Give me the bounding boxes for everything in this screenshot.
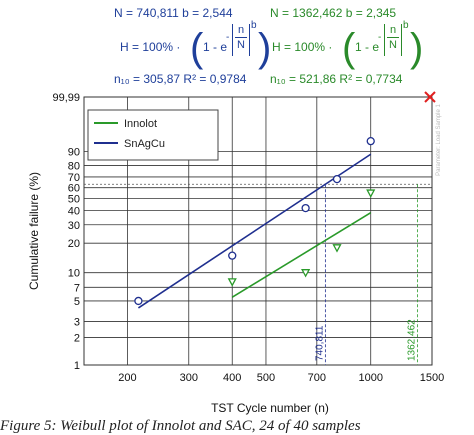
y-tick-label: 7 [74,282,80,294]
data-points [134,136,376,306]
sac-n10-r2: n₁₀ = 521,86 R² = 0,7734 [270,72,403,86]
x-tick-label: 1000 [358,372,382,384]
y-tick-label: 10 [68,268,80,280]
y-tick-label: 2 [74,333,80,345]
sac-h-formula-lhs: H = 100% · [272,40,333,54]
innolot-exp-fraction: n N [232,24,250,56]
legend-box [87,109,219,161]
fit-line [231,212,372,298]
y-tick-label: 3 [74,316,80,328]
x-tick-label: 700 [308,372,326,384]
y-tick-label: 90 [68,146,80,158]
characteristic-life-label: 1362,462 [406,319,417,361]
x-tick-labels: 200 300 400 500 700 1000 1500 [118,372,444,384]
data-point [332,174,342,184]
data-point [228,251,237,260]
innolot-exp-power: b [251,20,257,31]
figure-caption: Figure 5: Weibull plot of Innolot and SA… [0,418,361,434]
characteristic-life-label: 740,811 [314,325,325,361]
sac-exp-power: b [403,20,409,31]
data-point [134,296,143,306]
legend-label-snagcu: SnAgCu [124,138,165,150]
y-tick-label: 80 [68,161,80,173]
data-point [366,189,376,198]
sac-exp-fraction: n N [384,24,402,56]
innolot-h-formula-body: 1 - e [203,40,228,54]
innolot-frac-den: N [237,39,245,51]
y-tick-label: 99,99 [52,92,80,104]
side-parameter-text: Parameter: Load Sample 1 [436,103,442,175]
y-tick-label: 70 [68,172,80,184]
y-tick-label: 40 [68,206,80,218]
equation-header: N = 740,811 b = 2,544 H = 100% · ( 1 - e… [0,0,474,92]
data-point [301,203,310,213]
sac-parameters: N = 1362,462 b = 2,345 [270,6,397,20]
y-tick-label: 50 [68,194,80,206]
y-tick-label: 1 [74,360,80,372]
innolot-open-paren: ( [190,26,204,70]
sac-frac-den: N [389,39,397,51]
fit-line [137,153,372,309]
y-axis-label: Cumulative failure (%) [27,172,41,290]
innolot-h-formula-lhs: H = 100% · [120,40,181,54]
y-tick-label: 20 [68,238,80,250]
x-tick-label: 500 [257,372,275,384]
reference-lines: 1362,462 740,811 [84,183,432,365]
y-tick-label: 5 [74,296,80,308]
legend-label-innolot: Innolot [124,118,157,130]
innolot-close-paren: ) [258,26,272,70]
sac-open-paren: ( [342,26,356,70]
data-point [227,278,237,287]
legend: Innolot SnAgCu [87,109,219,161]
innolot-parameters: N = 740,811 b = 2,544 [114,6,233,20]
data-point [301,269,311,278]
close-x-icon [424,91,436,103]
sac-h-formula-body: 1 - e [355,40,380,54]
x-tick-label: 1500 [420,372,444,384]
innolot-frac-bar [235,37,247,38]
x-tick-label: 300 [180,372,198,384]
x-tick-label: 400 [223,372,241,384]
sac-exp-sign: - [378,32,382,43]
x-axis-label: TST Cycle number (n) [211,401,329,415]
sac-frac-bar [387,37,399,38]
data-point [332,244,342,253]
y-tick-label: 60 [68,183,80,195]
y-tick-label: 30 [68,220,80,232]
innolot-exp-sign: - [226,32,230,43]
fit-lines [137,153,372,309]
data-point [366,136,375,146]
sac-close-paren: ) [410,26,424,70]
innolot-n10-r2: n₁₀ = 305,87 R² = 0,9784 [114,72,247,86]
x-tick-label: 200 [118,372,136,384]
sac-frac-num: n [389,24,397,36]
innolot-frac-num: n [237,24,245,36]
